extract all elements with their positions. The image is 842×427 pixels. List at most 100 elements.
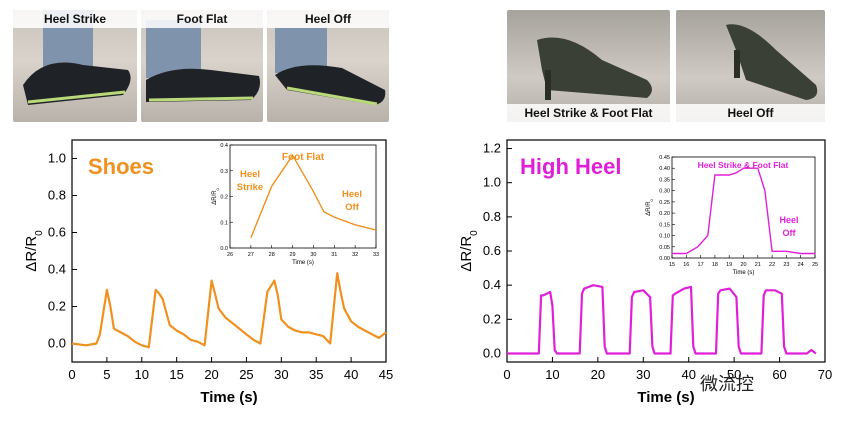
inset-y-tick-label: 0.00 (659, 256, 670, 262)
inset-x-tick-label: 29 (290, 252, 296, 258)
photo-heel-off-shoe: Heel Off (267, 10, 389, 122)
y-tick-label: 0.4 (483, 277, 501, 292)
x-tick-label: 40 (344, 367, 358, 382)
plot-frame (71, 139, 387, 363)
inset-y-tick-label: 0.45 (659, 155, 670, 161)
chart-title: High Heel (520, 154, 621, 179)
y-tick-label: 0.4 (48, 262, 66, 277)
y-axis-label-subscript: 0 (34, 230, 45, 236)
y-tick-label: 0.2 (48, 299, 66, 314)
shoe-illustration (275, 28, 386, 106)
inset-y-tick-label: 0.2 (220, 195, 228, 201)
heel-illustration (537, 37, 652, 100)
y-tick-label: 1.2 (483, 141, 501, 156)
y-axis-label: ΔR/R0 (458, 230, 480, 272)
inset-y-axis-label-subscript: 0 (649, 198, 654, 201)
photo-heel-strike-shoe: Heel Strike (13, 10, 137, 122)
inset-x-tick-label: 25 (812, 262, 818, 268)
high-heel-line-chart: 0 10 20 30 40 50 60 70 0.0 0.2 0.4 0.6 0.8 1.0 1.2 Time… (458, 139, 832, 406)
shoes-line-chart: 0 5 10 15 20 25 30 35 40 45 0.0 0.2 0.4 0.6 0.8 1.0 Time… (23, 139, 393, 406)
inset-x-tick-label: 18 (712, 262, 718, 268)
x-tick-label: 45 (379, 367, 393, 382)
y-tick-label: 0.8 (48, 188, 66, 203)
inset-annotation: Heel (779, 215, 798, 225)
inset-y-tick-label: 0.0 (220, 246, 228, 252)
x-tick-label: 0 (68, 367, 75, 382)
x-tick-label: 20 (204, 367, 218, 382)
inset-x-tick-label: 22 (769, 262, 775, 268)
inset-annotation: Strike (237, 182, 263, 193)
x-tick-label: 70 (818, 367, 832, 382)
x-tick-label: 35 (309, 367, 323, 382)
x-tick-label: 5 (103, 367, 110, 382)
inset-y-axis-label: ΔR/R0 (646, 198, 654, 215)
photo-label: Heel Off (267, 10, 389, 28)
x-tick-label: 25 (239, 367, 253, 382)
inset-y-tick-label: 0.05 (659, 245, 670, 251)
inset-series-line (250, 153, 377, 238)
y-tick-label: 1.0 (483, 175, 501, 190)
y-tick-label: 0.6 (483, 243, 501, 258)
inset-y-tick-label: 0.30 (659, 189, 670, 195)
x-tick-label: 15 (169, 367, 183, 382)
inset-x-tick-label: 20 (740, 262, 746, 268)
y-axis-label: ΔR/R0 (23, 230, 45, 272)
y-axis-label-subscript: 0 (469, 230, 480, 236)
inset-y-tick-label: 0.3 (220, 169, 228, 175)
y-tick-label: 1.0 (48, 151, 66, 166)
photo-foot-flat-shoe: Foot Flat (141, 10, 263, 122)
inset-y-tick-label: 0.10 (659, 234, 670, 240)
inset-y-tick-label: 0.40 (659, 166, 670, 172)
inset-annotation: Heel Strike & Foot Flat (698, 160, 789, 170)
inset-y-tick-label: 0.1 (220, 220, 228, 226)
inset-x-tick-label: 19 (726, 262, 732, 268)
inset-x-tick-label: 23 (783, 262, 789, 268)
photo-label: Foot Flat (141, 10, 263, 28)
inset-y-tick-label: 0.20 (659, 211, 670, 217)
photo-label: Heel Off (676, 104, 825, 122)
watermark: 微流控 (700, 374, 754, 395)
y-tick-label: 0.6 (48, 225, 66, 240)
x-tick-label: 60 (772, 367, 786, 382)
shoe-illustration (146, 20, 260, 102)
x-tick-label: 0 (503, 367, 510, 382)
photo-label: Heel Strike & Foot Flat (507, 104, 670, 122)
inset-y-axis-label-subscript: 0 (215, 187, 220, 190)
inset-x-axis-label: Time (s) (292, 260, 314, 266)
x-axis-label: Time (s) (637, 389, 694, 406)
inset-y-axis-label: ΔR/R0 (212, 187, 220, 204)
inset-x-tick-label: 31 (331, 252, 337, 258)
inset-x-tick-label: 24 (798, 262, 804, 268)
inset-y-tick-label: 0.25 (659, 200, 670, 206)
inset-annotation: Off (783, 228, 797, 238)
x-tick-label: 30 (274, 367, 288, 382)
inset-x-axis-label: Time (s) (733, 270, 755, 276)
inset-annotation: Heel (240, 169, 260, 180)
inset-x-tick-label: 30 (310, 252, 316, 258)
inset-x-tick-label: 21 (755, 262, 761, 268)
photo-label: Heel Strike (13, 10, 137, 28)
x-tick-label: 50 (727, 367, 741, 382)
x-tick-label: 40 (681, 367, 695, 382)
photo-heel-strike-foot-flat-heel: Heel Strike & Foot Flat (507, 10, 670, 122)
inset-x-tick-label: 28 (269, 252, 275, 258)
inset-frame (671, 156, 816, 259)
x-tick-label: 10 (135, 367, 149, 382)
inset-annotation: Foot Flat (282, 152, 325, 163)
photo-heel-off-heel: Heel Off (676, 10, 825, 122)
heel-illustration (726, 24, 818, 100)
chart-title: Shoes (88, 154, 154, 179)
y-tick-label: 0.0 (483, 345, 501, 360)
inset-x-tick-label: 33 (373, 252, 379, 258)
inset-x-tick-label: 27 (248, 252, 254, 258)
y-tick-label: 0.0 (48, 336, 66, 351)
y-tick-label: 0.2 (483, 311, 501, 326)
inset-y-tick-label: 0.4 (220, 143, 228, 149)
x-tick-label: 20 (591, 367, 605, 382)
y-tick-label: 0.8 (483, 209, 501, 224)
inset-x-tick-label: 15 (669, 262, 675, 268)
inset-x-tick-label: 17 (698, 262, 704, 268)
inset-series-line (672, 167, 815, 255)
inset-x-tick-label: 26 (227, 252, 233, 258)
inset-y-tick-label: 0.35 (659, 177, 670, 183)
